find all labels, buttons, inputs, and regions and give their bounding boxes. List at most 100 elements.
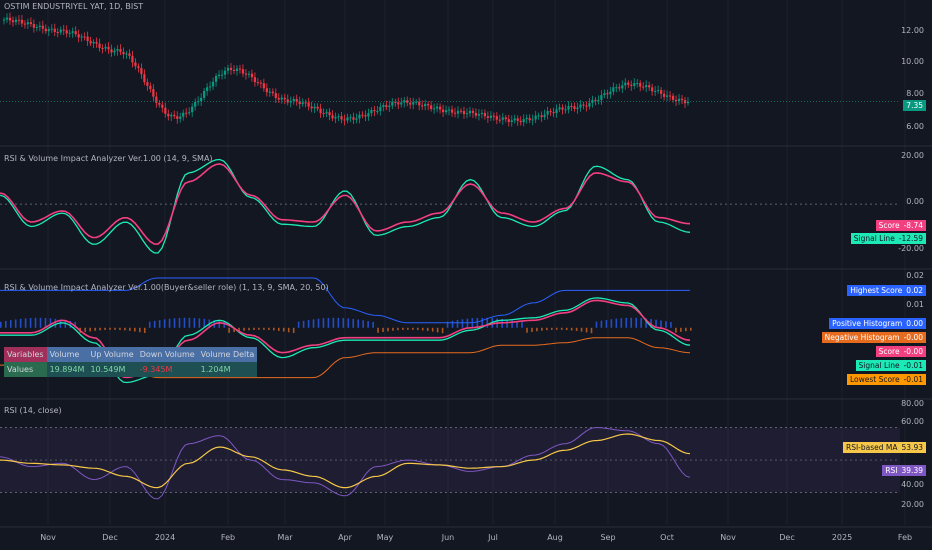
pane2-histogram-bar [4, 320, 7, 328]
pane2-lowest-tag: Lowest Score -0.01 [846, 374, 926, 385]
time-axis-label: Mar [277, 533, 293, 542]
candle-body [588, 102, 591, 107]
candle-body [668, 95, 672, 97]
time-axis-label: Dec [779, 533, 795, 542]
candle-body [220, 74, 224, 76]
candle-body [173, 114, 176, 117]
candle-body [304, 102, 307, 104]
candle-body [101, 47, 104, 49]
candle-body [543, 114, 546, 118]
candle-body [346, 117, 349, 121]
pane1-tick: 0.00 [906, 197, 924, 206]
candle-body [250, 73, 254, 78]
pane2-histogram-bar [124, 327, 126, 331]
candle-body [68, 32, 71, 34]
pane2-histogram-bar [585, 327, 588, 333]
pane3-lines [0, 426, 900, 500]
rsi-ma-tag: RSI-based MA 53.93 [843, 442, 926, 453]
pane2-histogram-bar [660, 320, 662, 328]
candle-body [271, 91, 274, 94]
candle-body [415, 101, 418, 103]
rsi-ma-line [0, 433, 691, 489]
candle-body [444, 110, 448, 113]
pane2-histogram-bar [486, 317, 489, 328]
candle-body [400, 102, 403, 105]
candle-body [424, 103, 427, 107]
candle-body [223, 70, 227, 75]
candle-body [501, 117, 504, 120]
candle-body [226, 67, 230, 71]
candle-body [349, 117, 352, 119]
pane2-histogram-bar [372, 321, 374, 328]
candle-body [26, 22, 29, 25]
candle-body [74, 31, 77, 35]
pane2-histogram-bar [178, 317, 181, 328]
pane2-histogram-bar [223, 321, 225, 328]
pane2-histogram-bar [233, 327, 235, 333]
candle-body [486, 116, 489, 118]
pane2-histogram-bar [183, 317, 186, 328]
pane2-signal-tag: Signal Line -0.01 [855, 360, 926, 371]
candle-body [409, 102, 412, 105]
candle-body [433, 108, 436, 110]
candle-body [247, 73, 251, 75]
pane2-histogram-bar [377, 327, 379, 333]
candle-body [149, 85, 152, 90]
price-candles [0, 12, 900, 127]
candle-body [636, 83, 639, 85]
pane2-histogram-bar [198, 318, 201, 328]
candle-body [385, 105, 388, 107]
candle-body [382, 105, 385, 107]
candle-body [540, 115, 543, 118]
candle-body [229, 67, 233, 70]
pane2-histogram-bar [387, 327, 389, 332]
candle-body [567, 106, 570, 110]
candle-body [325, 112, 328, 114]
table-header: Up Volume [90, 350, 134, 359]
time-axis-label: Oct [660, 533, 674, 542]
candle-body [468, 110, 472, 114]
candle-body [176, 116, 179, 119]
candle-body [214, 75, 218, 82]
candle-body [576, 107, 579, 110]
candle-body [307, 102, 310, 107]
pane2-histogram-bar [327, 317, 330, 328]
candle-body [495, 116, 498, 120]
pane3-tick: 20.00 [901, 500, 924, 509]
candle-body [188, 112, 191, 114]
candle-body [29, 22, 32, 25]
pane2-histogram-bar [610, 319, 613, 328]
candle-body [680, 98, 684, 100]
pane2-histogram-bar [0, 321, 2, 328]
candle-body [77, 34, 80, 38]
candle-body [489, 115, 492, 118]
candle-body [430, 105, 433, 109]
candle-body [289, 100, 292, 103]
candle-body [358, 114, 361, 119]
candle-body [367, 113, 370, 117]
pane2-histogram-bar [560, 327, 563, 330]
pane2-histogram-bar [153, 320, 156, 328]
table-cell: -9.345M [139, 365, 173, 374]
candle-body [286, 99, 289, 103]
candle-body [603, 93, 606, 96]
candle-body [519, 120, 522, 123]
candle-body [648, 85, 651, 88]
pane2-histogram-bar [287, 327, 290, 333]
pane2-histogram-bar [54, 318, 57, 328]
pane2-histogram-bar [436, 327, 439, 333]
candle-body [179, 116, 182, 119]
pane2-histogram-bar [511, 320, 513, 328]
candle-body [651, 87, 654, 92]
pane2-histogram-bar [402, 327, 404, 330]
candle-body [373, 109, 376, 112]
volume-table: Variables Volume Up Volume Down Volume V… [4, 347, 258, 377]
pane1-title: RSI & Volume Impact Analyzer Ver.1.00 (1… [4, 154, 213, 163]
time-axis-label: Feb [220, 533, 236, 542]
candle-body [164, 107, 167, 114]
candle-body [200, 97, 203, 102]
pane2-histogram-bar [630, 317, 633, 328]
pane1-lines [0, 158, 900, 254]
candle-body [549, 111, 552, 113]
